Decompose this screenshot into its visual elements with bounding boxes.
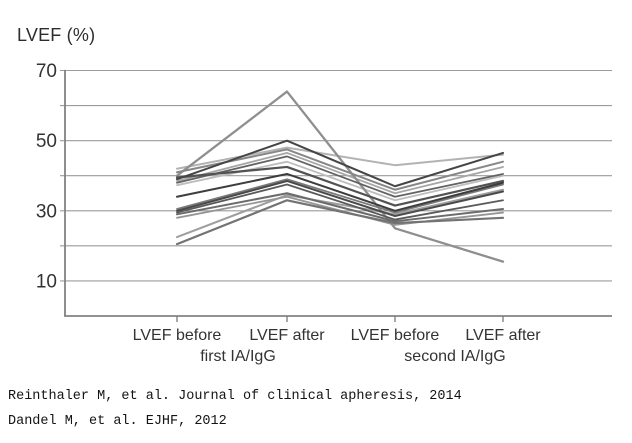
- x-tick-label: LVEF after: [465, 327, 541, 344]
- y-tick-label: 50: [36, 131, 57, 152]
- y-axis-title: LVEF (%): [17, 25, 96, 45]
- patient-line: [176, 146, 504, 170]
- x-group-label: first IA/IgG: [200, 348, 276, 365]
- patient-line: [175, 90, 505, 263]
- y-tick-label: 30: [36, 201, 57, 222]
- citation-reinthaler: Reinthaler M, et al. Journal of clinical…: [8, 389, 462, 404]
- patient-line: [176, 179, 504, 218]
- patient-line: [176, 192, 504, 223]
- lvef-line-chart: 70 50 30 10 LVEF before LVEF after LVEF before…: [36, 61, 612, 365]
- patient-line: [175, 199, 505, 246]
- x-tick-label: LVEF before: [351, 327, 440, 344]
- y-tick-label: 10: [36, 271, 57, 292]
- patient-line: [176, 178, 504, 214]
- x-group-label: second IA/IgG: [404, 348, 505, 365]
- y-tick-label: 70: [36, 61, 57, 82]
- patient-line: [176, 152, 504, 195]
- citations: Reinthaler M, et al. Journal of clinical…: [8, 389, 462, 439]
- patient-line: [176, 160, 504, 202]
- patient-line: [176, 183, 504, 221]
- citation-dandel: Dandel M, et al. EJHF, 2012: [8, 414, 227, 429]
- patient-line: [176, 172, 504, 212]
- x-tick-label: LVEF after: [249, 327, 325, 344]
- x-tick-label: LVEF before: [133, 327, 222, 344]
- patient-line: [176, 188, 504, 239]
- patient-line: [176, 139, 504, 188]
- patient-line: [176, 155, 504, 198]
- patient-line: [175, 165, 505, 207]
